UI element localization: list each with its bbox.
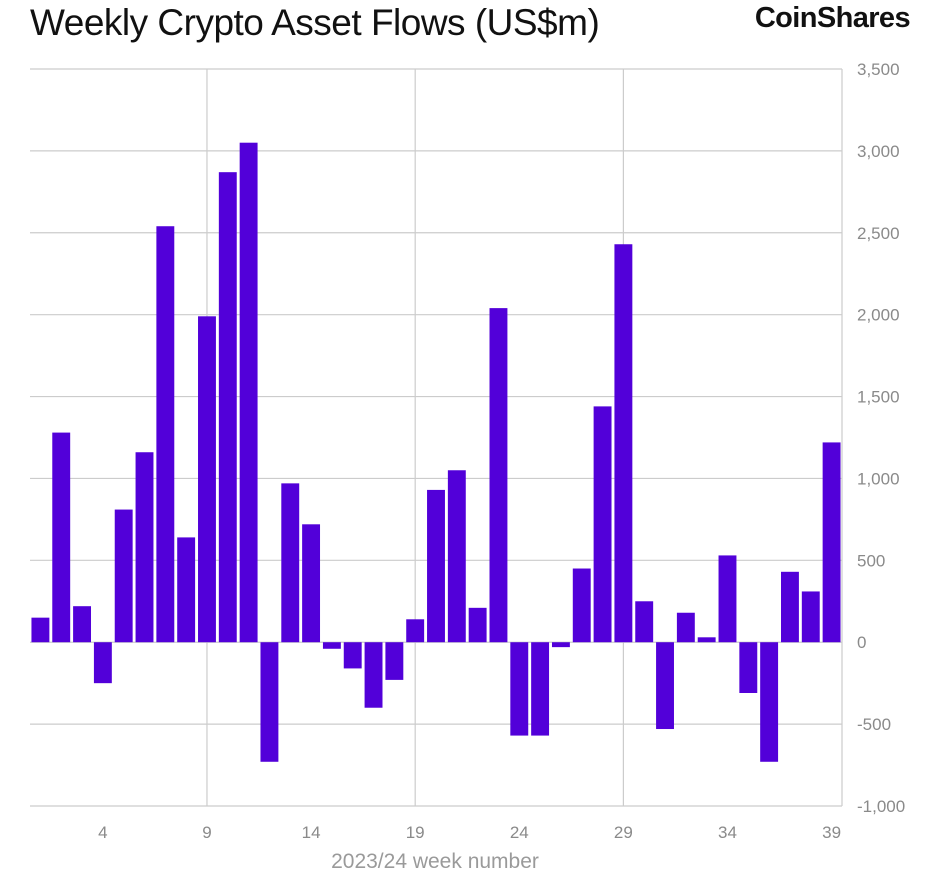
bar [760, 642, 779, 762]
x-tick-label: 4 [98, 823, 107, 842]
bar [385, 642, 404, 680]
x-tick-label: 34 [718, 823, 737, 842]
bar [198, 316, 216, 643]
x-tick-label: 19 [406, 823, 425, 842]
bar [531, 642, 550, 736]
bar [551, 642, 570, 648]
y-tick-label: 1,500 [857, 388, 900, 407]
y-tick-label: 1,000 [857, 469, 900, 488]
y-tick-label: 500 [857, 551, 885, 570]
bar [635, 601, 654, 643]
bar [364, 642, 383, 708]
bar [676, 612, 695, 643]
x-tick-label: 29 [614, 823, 633, 842]
y-tick-label: -500 [857, 715, 891, 734]
y-tick-label: 2,000 [857, 306, 900, 325]
bar [822, 442, 841, 643]
x-axis-label: 2023/24 week number [331, 850, 539, 873]
x-tick-label: 14 [302, 823, 321, 842]
bar [447, 470, 466, 643]
bar [510, 642, 529, 736]
bar [177, 537, 196, 643]
bar [239, 142, 258, 643]
bar [739, 642, 758, 693]
bar [572, 568, 591, 643]
bar [218, 172, 237, 643]
bar [656, 642, 674, 730]
bar [406, 619, 425, 643]
bar [614, 244, 633, 643]
bar [31, 617, 50, 643]
x-tick-label: 39 [822, 823, 841, 842]
bar [593, 406, 612, 643]
chart-title: Weekly Crypto Asset Flows (US$m) [30, 2, 600, 43]
y-tick-label: 2,500 [857, 224, 900, 243]
bar [427, 489, 445, 643]
y-tick-label: 0 [857, 633, 866, 652]
bar [135, 452, 154, 643]
x-tick-label: 9 [202, 823, 211, 842]
bar [281, 483, 300, 643]
bar [322, 642, 341, 649]
bar [468, 607, 487, 643]
bar [718, 555, 737, 643]
y-tick-label: 3,000 [857, 142, 900, 161]
bar [73, 606, 92, 643]
bar [302, 524, 321, 643]
y-tick-label: 3,500 [857, 60, 900, 79]
bar [697, 637, 716, 643]
bar [52, 432, 71, 643]
bar [93, 642, 112, 684]
bar [343, 642, 362, 669]
coinshares-logo: CoinShares [754, 2, 911, 34]
y-tick-label: -1,000 [857, 797, 905, 816]
bar [114, 509, 133, 643]
bar [156, 226, 175, 643]
bar [780, 571, 799, 643]
x-tick-label: 24 [510, 823, 529, 842]
bar [260, 642, 279, 762]
bar [489, 308, 508, 643]
bar [801, 591, 820, 643]
